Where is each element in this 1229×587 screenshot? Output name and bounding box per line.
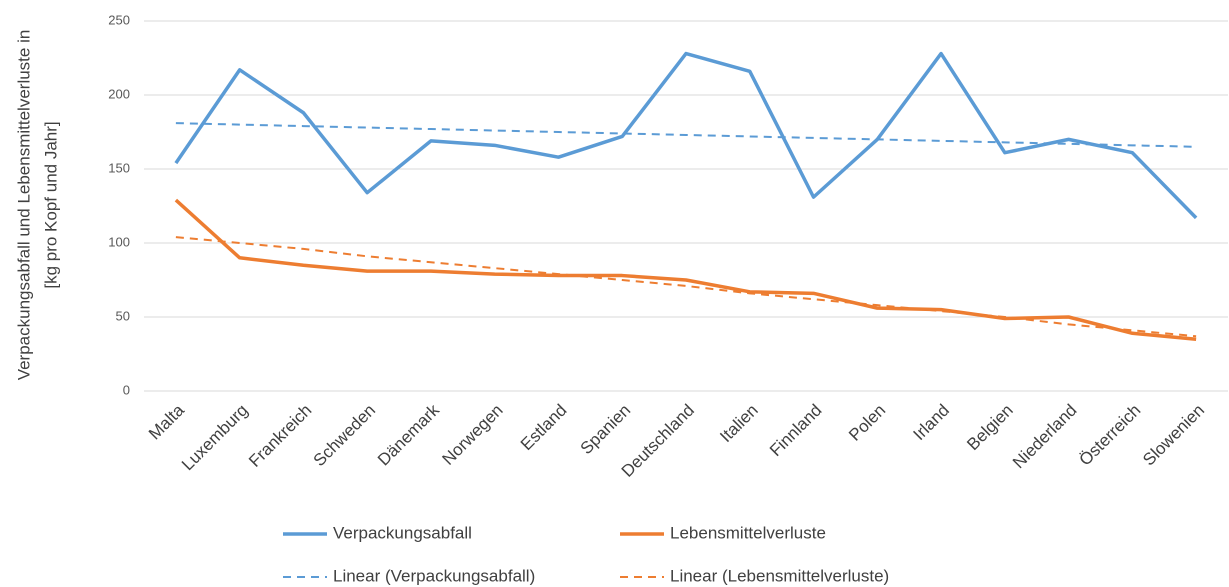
y-tick-label: 0 xyxy=(123,382,130,397)
series-line xyxy=(174,198,1197,341)
x-tick-label: Österreich xyxy=(1075,401,1144,470)
trend-line xyxy=(175,236,1197,338)
x-tick-label: Finnland xyxy=(766,401,826,461)
x-tick-label: Belgien xyxy=(963,401,1017,455)
y-axis-title: [kg pro Kopf und Jahr] xyxy=(41,121,60,288)
legend-label: Linear (Verpackungsabfall) xyxy=(333,566,535,585)
x-tick-label: Dänemark xyxy=(374,400,443,469)
y-axis-title: Verpackungsabfall und Lebensmittelverlus… xyxy=(14,30,33,381)
series-line xyxy=(174,51,1198,220)
y-tick-label: 50 xyxy=(116,308,130,323)
y-tick-label: 150 xyxy=(108,160,130,175)
legend-label: Linear (Lebensmittelverluste) xyxy=(670,566,889,585)
x-tick-label: Malta xyxy=(145,400,188,443)
legend-label: Verpackungsabfall xyxy=(333,523,472,542)
y-tick-label: 250 xyxy=(108,12,130,27)
y-tick-label: 200 xyxy=(108,86,130,101)
x-tick-label: Polen xyxy=(845,401,889,445)
x-tick-label: Spanien xyxy=(577,401,635,459)
y-tick-label: 100 xyxy=(108,234,130,249)
x-tick-label: Slowenien xyxy=(1139,401,1208,470)
x-tick-label: Frankreich xyxy=(245,401,315,471)
x-tick-label: Irland xyxy=(910,401,954,445)
x-tick-label: Italien xyxy=(716,401,762,447)
x-tick-label: Niederland xyxy=(1009,401,1081,473)
legend-label: Lebensmittelverluste xyxy=(670,523,826,542)
trend-line xyxy=(175,122,1197,148)
x-tick-label: Estland xyxy=(517,401,571,455)
x-tick-label: Schweden xyxy=(310,401,380,471)
x-tick-label: Norwegen xyxy=(438,401,506,469)
x-tick-label: Luxemburg xyxy=(178,401,252,475)
